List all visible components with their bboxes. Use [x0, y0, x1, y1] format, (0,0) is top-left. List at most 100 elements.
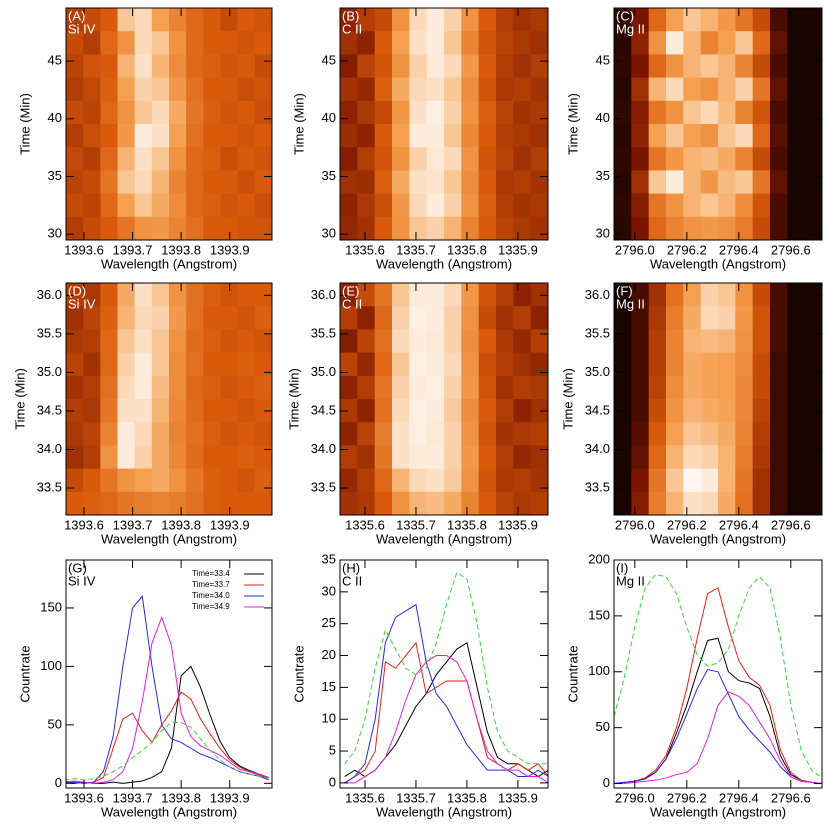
- heat-cell: [203, 375, 221, 400]
- heat-cell: [683, 422, 702, 446]
- heat-cell: [254, 491, 272, 515]
- heat-cell: [735, 329, 754, 354]
- heat-cell: [700, 399, 719, 423]
- heat-cell: [100, 54, 118, 79]
- heat-cell: [718, 31, 736, 55]
- heat-cell: [151, 193, 170, 218]
- heat-cell: [100, 329, 118, 354]
- heat-cell: [83, 54, 101, 79]
- heat-cell: [718, 399, 736, 423]
- heat-cell: [718, 422, 736, 446]
- heat-cell: [409, 54, 428, 79]
- heat-cell: [66, 375, 84, 400]
- heat-cell: [83, 170, 101, 195]
- heat-cell: [169, 77, 187, 102]
- heat-cell: [100, 100, 118, 125]
- heat-cell: [340, 31, 358, 55]
- heat-cell: [83, 193, 101, 218]
- heat-cell: [478, 54, 497, 79]
- heat-cell: [220, 445, 239, 470]
- heat-cell: [169, 329, 187, 354]
- heat-cell: [392, 193, 410, 218]
- heat-cell: [804, 124, 822, 148]
- heat-cell: [718, 375, 736, 400]
- heat-cell: [117, 100, 136, 125]
- heat-cell: [530, 283, 548, 307]
- heat-cell: [770, 329, 788, 354]
- heat-cell: [340, 329, 358, 354]
- heat-cell: [648, 77, 667, 102]
- heat-cell: [631, 352, 650, 377]
- heat-cell: [648, 100, 667, 125]
- heat-cell: [117, 170, 136, 195]
- heat-cell: [409, 468, 428, 493]
- heat-cell: [752, 100, 771, 125]
- heat-cell: [614, 100, 632, 125]
- heat-cell: [700, 147, 719, 171]
- heat-cell: [340, 399, 358, 423]
- y-tick-label: 30: [322, 583, 336, 598]
- heat-cell: [186, 77, 204, 102]
- heat-cell: [666, 100, 684, 125]
- heat-cell: [444, 445, 462, 470]
- heat-cell: [357, 31, 376, 55]
- heat-cell: [254, 31, 272, 55]
- heat-cell: [66, 306, 84, 330]
- x-tick-label: 1335.9: [498, 242, 538, 257]
- heat-cell: [718, 147, 736, 171]
- y-tick-label: 34.0: [311, 441, 336, 456]
- heat-cell: [648, 283, 667, 307]
- heat-cell: [444, 399, 462, 423]
- heat-cell: [770, 375, 788, 400]
- panel-annotation: (C): [616, 8, 634, 23]
- heat-cell: [735, 306, 754, 330]
- x-tick-label: 1393.9: [210, 517, 250, 532]
- heat-cell: [444, 147, 462, 171]
- heat-cell: [804, 306, 822, 330]
- heat-cell: [100, 352, 118, 377]
- heat-cell: [426, 422, 445, 446]
- heat-cell: [66, 445, 84, 470]
- heat-cell: [787, 306, 806, 330]
- heat-cell: [374, 193, 393, 218]
- heat-cell: [220, 124, 239, 148]
- heat-cell: [392, 54, 410, 79]
- heat-cell: [203, 31, 221, 55]
- y-tick-label: 40: [596, 110, 610, 125]
- x-tick-label: 2796.6: [771, 517, 811, 532]
- heat-cell: [66, 329, 84, 354]
- heat-cell: [151, 54, 170, 79]
- heat-cell: [237, 375, 256, 400]
- heat-cell: [220, 216, 239, 240]
- y-axis-label: Time (Min): [560, 368, 575, 430]
- y-axis-label: Countrate: [291, 645, 306, 702]
- heat-cell: [203, 399, 221, 423]
- heat-cell: [66, 124, 84, 148]
- heat-cell: [392, 306, 410, 330]
- line-series: [66, 595, 269, 784]
- y-tick-label: 150: [588, 607, 610, 622]
- line-series: [66, 665, 269, 784]
- heat-cell: [735, 100, 754, 125]
- heat-cell: [169, 100, 187, 125]
- heat-cell: [151, 306, 170, 330]
- heat-cell: [409, 375, 428, 400]
- y-axis-label: Countrate: [17, 645, 32, 702]
- heat-cell: [478, 216, 497, 240]
- x-tick-label: 1335.9: [498, 790, 538, 805]
- heat-cell: [666, 216, 684, 240]
- heat-cell: [169, 375, 187, 400]
- heat-cell: [100, 306, 118, 330]
- heat-cell: [392, 329, 410, 354]
- heat-cell: [83, 468, 101, 493]
- heat-cell: [357, 375, 376, 400]
- heat-cell: [478, 445, 497, 470]
- heat-cell: [752, 399, 771, 423]
- heat-cell: [357, 468, 376, 493]
- heat-cell: [648, 147, 667, 171]
- heat-cell: [392, 422, 410, 446]
- heat-cell: [683, 399, 702, 423]
- heat-cell: [203, 329, 221, 354]
- y-axis-label: Time (Min): [286, 368, 301, 430]
